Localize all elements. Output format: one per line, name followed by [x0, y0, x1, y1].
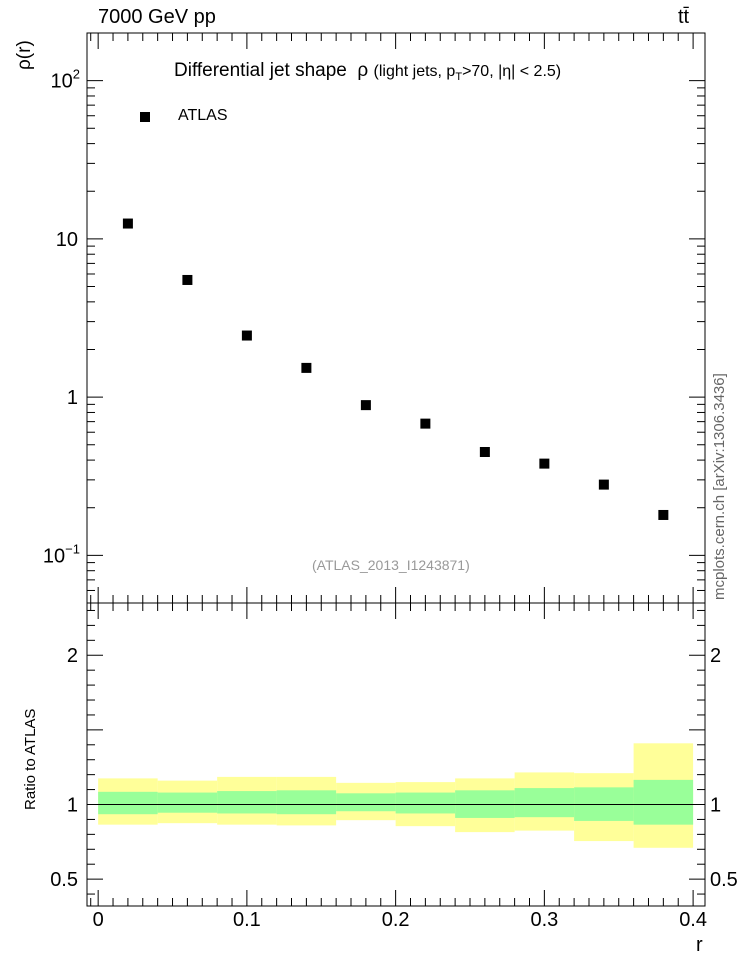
data-point — [539, 458, 550, 469]
data-point — [301, 362, 312, 373]
data-point — [479, 446, 490, 457]
y-tick-label: 10−1 — [43, 541, 80, 567]
ratio-band-stat — [98, 791, 158, 815]
ratio-band-stat — [336, 793, 396, 812]
legend-marker-atlas — [140, 112, 150, 122]
data-point — [182, 274, 193, 285]
energy-label: 7000 GeV pp — [98, 6, 216, 28]
ratio-y-tick-label: 0.5 — [50, 869, 78, 891]
ratio-ylabel: Ratio to ATLAS — [22, 708, 39, 810]
legend-entry-atlas: ATLAS — [178, 107, 228, 124]
ratio-band-stat — [514, 788, 575, 818]
x-tick-label: 0.1 — [233, 909, 261, 931]
x-axis-label: r — [696, 934, 703, 956]
main-panel: 10−1 1 10 102 — [43, 32, 706, 604]
ratio-frame — [86, 602, 706, 907]
data-point — [598, 479, 609, 490]
data-point — [360, 400, 371, 411]
data-point — [658, 509, 669, 520]
watermark-label: (ATLAS_2013_I1243871) — [312, 557, 470, 573]
data-point — [420, 418, 431, 429]
ratio-band-stat — [276, 790, 337, 815]
chart-title: Differential jet shape ρ (light jets, pT… — [174, 60, 562, 84]
y-tick-label: 10 — [56, 229, 78, 251]
data-point — [122, 218, 133, 229]
ratio-panel: 0.5 0.5 1 1 2 2 0 0.1 0.2 0.3 0.4 — [50, 602, 738, 931]
ratio-y-tick-label: 1 — [67, 795, 78, 817]
ratio-y-tick-label-right: 1 — [710, 795, 721, 817]
ratio-y-tick-label-right: 0.5 — [710, 869, 738, 891]
y-tick-label: 102 — [51, 67, 80, 93]
ratio-band-stat — [633, 779, 694, 825]
ratio-band-stat — [157, 792, 218, 813]
x-tick-label: 0.3 — [530, 909, 558, 931]
x-tick-label: 0.4 — [679, 909, 707, 931]
main-ylabel: ρ(r) — [14, 40, 35, 70]
ratio-y-tick-label-right: 2 — [710, 645, 721, 667]
data-point — [241, 330, 252, 341]
y-tick-label: 1 — [67, 387, 78, 409]
ratio-band-stat — [217, 791, 277, 814]
ratio-y-tick-label: 2 — [67, 645, 78, 667]
side-label: mcplots.cern.ch [arXiv:1306.3436] — [711, 373, 728, 600]
process-label: tt̄ — [678, 6, 690, 28]
x-tick-label: 0 — [93, 909, 104, 931]
ratio-band-stat — [395, 792, 456, 814]
x-tick-label: 0.2 — [382, 909, 410, 931]
